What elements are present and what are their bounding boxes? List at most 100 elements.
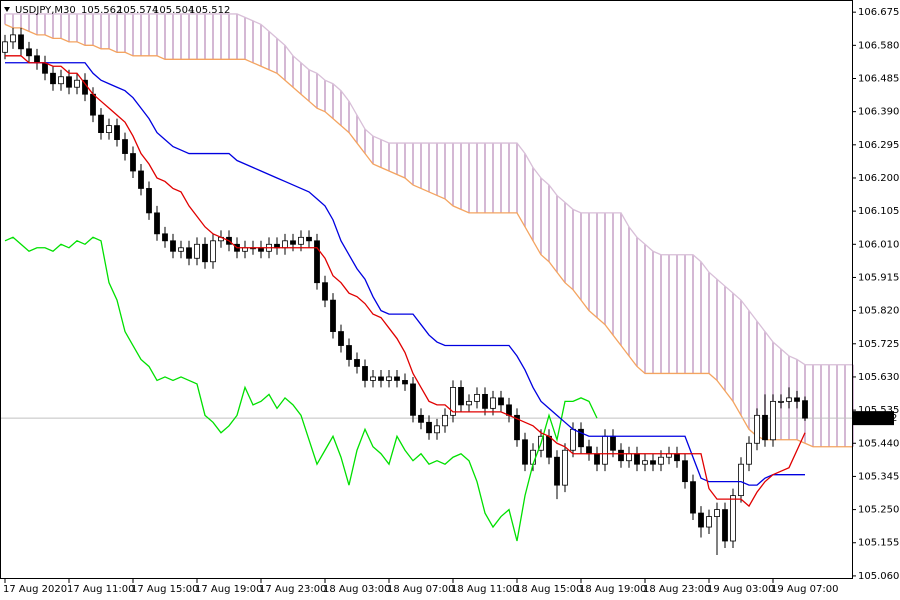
candle-body	[162, 233, 168, 242]
candle-body	[378, 376, 384, 381]
candle-body	[314, 240, 320, 284]
candle-body	[650, 460, 656, 465]
candle-body	[346, 345, 352, 360]
candle-body	[458, 387, 464, 406]
candle-body	[474, 393, 480, 402]
candle-body	[746, 442, 752, 465]
tenkan-sen	[5, 55, 806, 508]
candle-body	[202, 243, 208, 263]
y-tick-label: 105.725	[858, 339, 899, 350]
candle-body	[706, 516, 712, 528]
y-tick-label: 106.580	[858, 40, 899, 51]
candle-body	[738, 463, 744, 497]
y-tick-label: 105.630	[858, 372, 899, 383]
candle-body	[578, 428, 584, 448]
x-tick-label: 18 Aug 15:00	[515, 584, 582, 595]
candle-body	[778, 400, 784, 403]
candle-body	[106, 125, 112, 133]
candle-body	[762, 414, 768, 441]
candle-body	[442, 414, 448, 427]
candle-body	[130, 153, 136, 172]
candle-body	[50, 72, 56, 85]
x-tick-label: 19 Aug 03:00	[707, 584, 774, 595]
candle-body	[514, 414, 520, 441]
candle-body	[138, 170, 144, 189]
candle-body	[698, 512, 704, 528]
candle-body	[594, 453, 600, 465]
candle-body	[618, 449, 624, 462]
x-tick-label: 18 Aug 19:00	[579, 584, 646, 595]
candle-body	[338, 331, 344, 346]
candle-body	[770, 400, 776, 441]
y-tick-label: 105.060	[858, 571, 899, 582]
candle-body	[146, 188, 152, 214]
candle-body	[642, 460, 648, 465]
senkou-span-b	[5, 13, 853, 366]
x-tick-label: 18 Aug 11:00	[451, 584, 518, 595]
candle-body	[418, 414, 424, 423]
plot-area	[0, 13, 854, 555]
x-tick-label: 19 Aug 07:00	[771, 584, 838, 595]
price-tag	[852, 411, 894, 426]
candle-body	[610, 435, 616, 451]
candle-body	[194, 243, 200, 259]
candle-body	[802, 400, 808, 419]
candle-body	[330, 299, 336, 332]
candle-body	[282, 240, 288, 249]
y-tick-label: 106.200	[858, 173, 899, 184]
candle-body	[122, 139, 128, 154]
candle-body	[730, 495, 736, 542]
x-tick-label: 17 Aug 11:00	[67, 584, 134, 595]
candle-body	[634, 453, 640, 465]
candle-body	[18, 34, 24, 50]
candle-body	[794, 397, 800, 402]
candle-body	[754, 414, 760, 444]
candle-body	[66, 76, 72, 88]
x-tick-label: 17 Aug 19:00	[195, 584, 262, 595]
candle-body	[26, 48, 32, 57]
candle-body	[490, 397, 496, 409]
candle-body	[714, 509, 720, 517]
kijun-sen	[5, 62, 805, 486]
candle-body	[386, 376, 392, 381]
x-tick-label: 17 Aug 2020	[3, 584, 67, 595]
y-tick-label: 105.535	[858, 405, 899, 416]
candle-body	[626, 453, 632, 462]
candle-body	[402, 380, 408, 385]
candle-body	[354, 359, 360, 367]
candle-body	[34, 55, 40, 64]
symbol-label: USDJPY,M30	[15, 5, 76, 16]
candle-body	[570, 428, 576, 451]
price-tag-label: 105.512	[856, 413, 897, 424]
candle-body	[74, 79, 80, 88]
y-tick-label: 106.675	[858, 7, 899, 18]
header-low: 105.504	[153, 5, 194, 16]
y-tick-label: 105.820	[858, 306, 899, 317]
candle-body	[2, 41, 8, 53]
candle-body	[410, 383, 416, 416]
candle-body	[362, 366, 368, 381]
candle-body	[322, 282, 328, 301]
x-tick-label: 18 Aug 07:00	[387, 584, 454, 595]
candle-body	[98, 114, 104, 133]
plot-border	[0, 0, 853, 579]
candle-body	[554, 456, 560, 486]
chikou-span	[4, 236, 598, 542]
x-tick-label: 18 Aug 03:00	[323, 584, 390, 595]
header-close: 105.512	[189, 5, 230, 16]
candle-body	[290, 240, 296, 245]
candle-body	[58, 76, 64, 85]
y-tick-label: 106.485	[858, 73, 899, 84]
candle-body	[674, 453, 680, 462]
candle-body	[450, 387, 456, 416]
y-tick-label: 106.105	[858, 206, 899, 217]
candle-body	[186, 247, 192, 259]
candle-body	[210, 240, 216, 263]
candle-body	[482, 393, 488, 409]
x-tick-label: 18 Aug 23:00	[643, 584, 710, 595]
x-tick-label: 17 Aug 23:00	[259, 584, 326, 595]
candle-body	[786, 397, 792, 402]
candle-body	[546, 435, 552, 458]
candle-body	[42, 62, 48, 74]
